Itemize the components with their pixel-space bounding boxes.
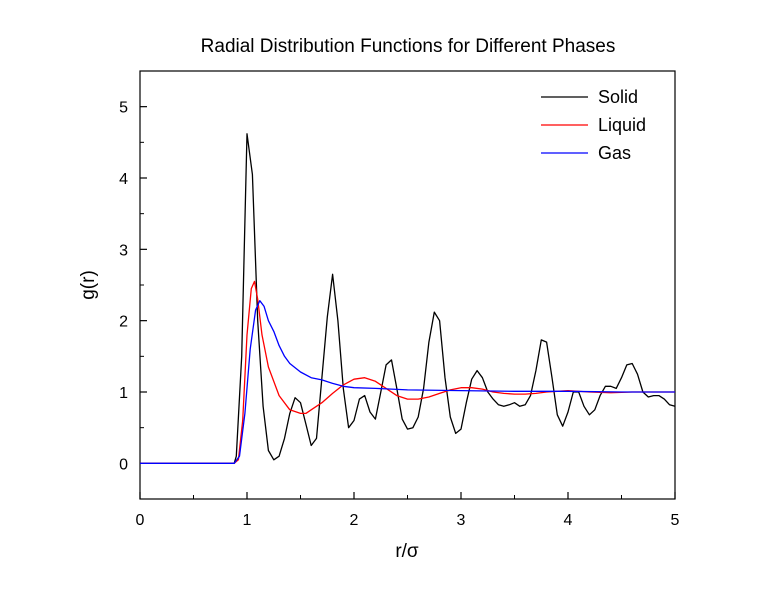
y-tick-label: 3 [119, 242, 128, 259]
series-line-solid [140, 133, 676, 464]
y-axis: 0 1 2 3 4 5 [119, 70, 147, 500]
x-axis-label: r/σ [395, 541, 419, 562]
y-tick-label: 2 [119, 314, 128, 331]
x-tick-label: 1 [243, 512, 252, 529]
legend-label-gas: Gas [598, 143, 631, 163]
x-tick-label: 4 [564, 512, 573, 529]
legend-label-liquid: Liquid [598, 115, 646, 135]
x-tick-label: 3 [457, 512, 466, 529]
x-tick-label: 5 [671, 512, 680, 529]
legend-label-solid: Solid [598, 87, 638, 107]
legend: Solid Liquid Gas [541, 87, 646, 163]
x-tick-label: 0 [136, 512, 145, 529]
plot-area: 0 1 2 3 4 5 0 1 2 3 4 5 [119, 70, 680, 529]
y-tick-label: 1 [119, 385, 128, 402]
series-line-gas [140, 300, 675, 464]
y-tick-label: 4 [119, 171, 128, 188]
x-tick-label: 2 [350, 512, 359, 529]
series-line-liquid [140, 280, 675, 464]
y-tick-label: 5 [119, 100, 128, 117]
plot-frame [139, 70, 676, 500]
chart-title: Radial Distribution Functions for Differ… [201, 36, 616, 57]
y-axis-label: g(r) [78, 270, 99, 300]
y-tick-label: 0 [119, 456, 128, 473]
series-lines [140, 133, 676, 464]
x-axis: 0 1 2 3 4 5 [136, 492, 680, 529]
